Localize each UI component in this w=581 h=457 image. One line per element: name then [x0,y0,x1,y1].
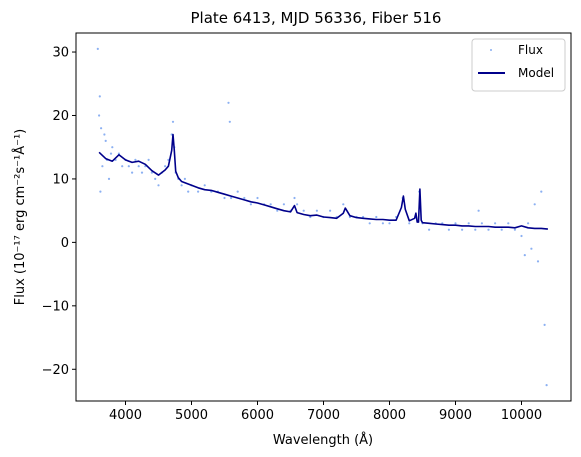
x-tick-label: 6000 [241,408,274,423]
legend-flux-label: Flux [518,43,543,57]
flux-point [461,228,464,231]
flux-point [381,222,384,225]
flux-point [137,165,140,168]
flux-point [98,114,101,117]
flux-point [520,234,523,238]
y-tick-label: 30 [52,46,69,61]
y-tick-label: 0 [61,236,69,251]
flux-point [228,120,231,123]
x-tick-label: 4000 [109,408,142,423]
flux-point [513,228,517,231]
flux-point [109,152,113,155]
flux-point [454,222,457,225]
flux-point [180,184,183,187]
flux-point [533,203,536,206]
flux-point [388,222,391,225]
flux-point [368,222,371,225]
flux-point [269,203,272,206]
model-line [98,133,548,230]
legend-flux-marker [490,49,492,51]
flux-point [342,203,345,206]
flux-point [140,171,144,174]
flux-point [447,228,450,231]
chart-title: Plate 6413, MJD 56336, Fiber 516 [191,9,442,27]
flux-point [236,190,239,193]
flux-point [494,222,497,225]
flux-point [107,177,111,180]
y-tick-label: −10 [42,299,69,314]
flux-point [530,247,533,250]
x-tick-label: 9000 [439,408,472,423]
flux-point [99,190,102,193]
y-tick-label: 10 [52,172,69,187]
flux-point [197,190,200,193]
flux-point [96,47,99,51]
flux-point [408,222,411,225]
flux-point [523,254,526,257]
flux-point [500,228,503,231]
flux-point [187,190,190,193]
x-tick-label: 10000 [501,408,542,423]
flux-point [164,165,167,168]
flux-point [203,184,206,187]
flux-point [480,222,483,225]
flux-point [540,190,543,193]
flux-point [243,196,246,200]
y-tick-label: −20 [42,363,69,378]
flux-point [536,260,540,263]
flux-point [302,209,305,212]
flux-point [545,384,548,387]
flux-point [543,323,546,326]
flux-point [282,203,285,206]
x-tick-label: 8000 [373,408,406,423]
flux-point [293,196,296,200]
y-axis-label: Flux (10⁻¹⁷ erg cm⁻²s⁻¹Å⁻¹) [12,129,28,305]
flux-point [428,228,431,231]
flux-point [157,184,160,187]
flux-point [104,139,107,142]
x-tick-label: 5000 [175,408,208,423]
flux-point [256,196,259,200]
flux-point [154,177,157,180]
flux-point [100,127,103,130]
flux-point [296,203,299,206]
flux-point [103,133,106,136]
legend-box [471,38,566,92]
flux-point [474,228,477,231]
legend: Flux Model [471,38,566,92]
flux-point [147,158,150,161]
flux-point [375,215,378,219]
flux-point [171,120,175,123]
flux-point [507,222,510,225]
flux-point [117,152,120,155]
flux-point [127,165,130,168]
flux-point [467,222,470,225]
flux-point [111,146,114,149]
flux-point [249,203,252,206]
flux-point [131,171,134,174]
flux-point [98,95,101,98]
flux-point [315,209,318,212]
x-axis: 4000 5000 6000 7000 8000 9000 10000 [109,401,542,423]
flux-point [477,209,480,212]
flux-point [487,228,490,231]
flux-point [183,177,186,180]
legend-model-label: Model [518,66,554,80]
plot-marks [96,47,548,387]
flux-point [101,165,104,168]
flux-point [230,196,233,200]
flux-point [227,101,230,104]
x-tick-label: 7000 [307,408,340,423]
y-axis: −20 −10 0 10 20 30 [42,46,76,378]
flux-point [150,171,153,174]
flux-point [223,196,226,200]
flux-point [276,209,279,212]
flux-point [121,165,124,168]
flux-point [527,222,530,225]
x-axis-label: Wavelength (Å) [273,432,373,448]
y-tick-label: 20 [52,109,69,124]
flux-point [329,209,332,212]
flux-point [134,158,137,161]
